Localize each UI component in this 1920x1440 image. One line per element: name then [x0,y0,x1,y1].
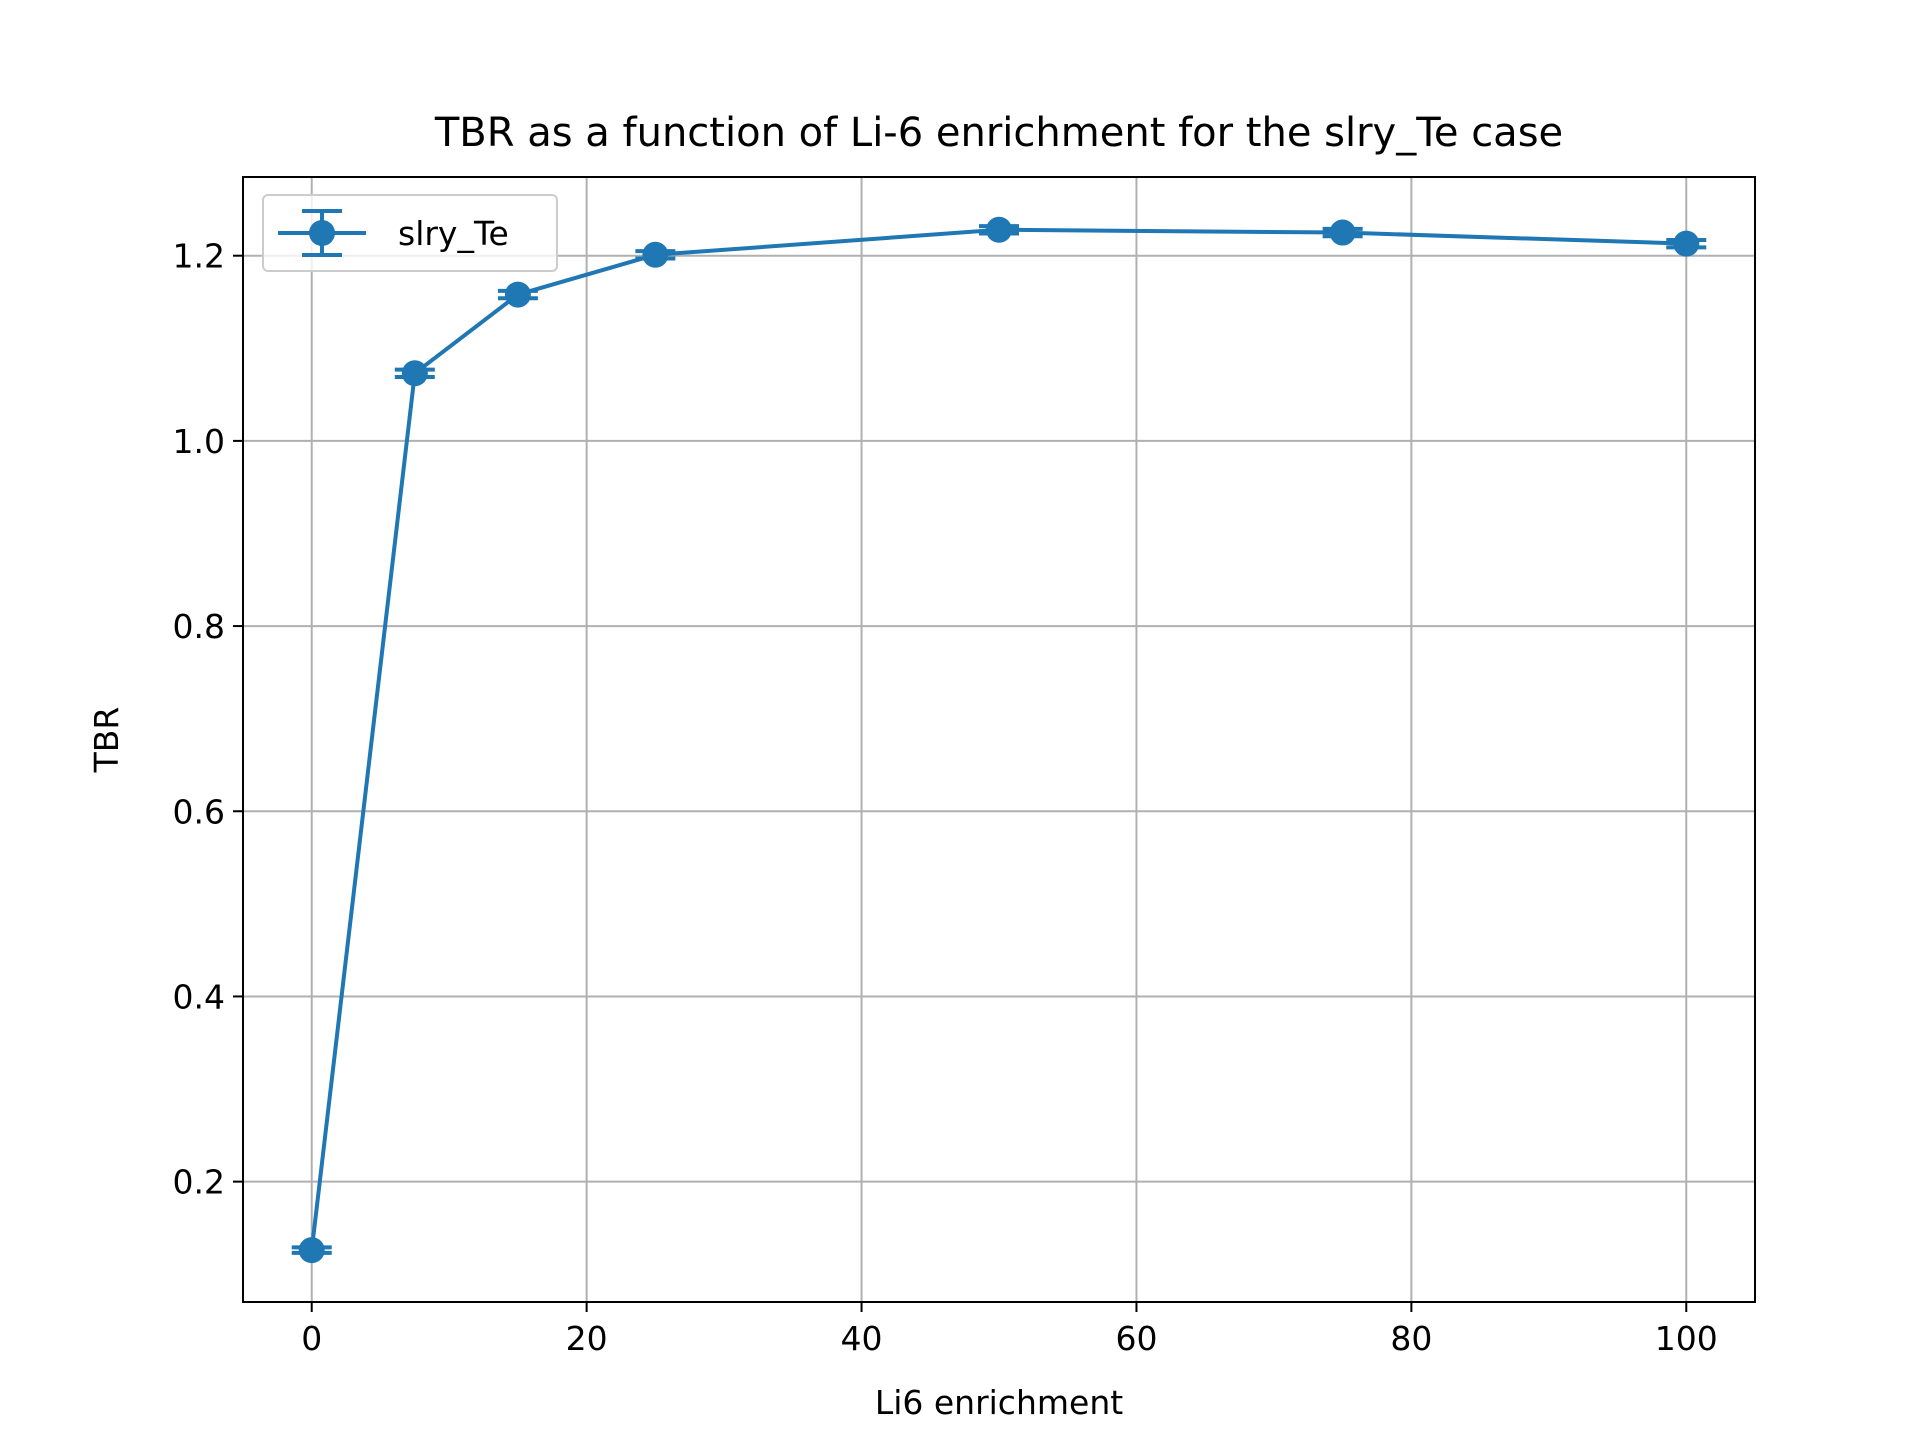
x-tick-label: 80 [1390,1319,1432,1358]
data-point [401,360,428,387]
x-tick-label: 60 [1115,1319,1157,1358]
plot-frame [242,176,1756,1303]
y-tick-label: 1.2 [173,237,225,276]
x-axis-label: Li6 enrichment [875,1383,1123,1422]
legend: slry_Te [262,194,558,272]
legend-marker [309,220,335,246]
y-tick-label: 0.4 [173,977,225,1016]
x-tick-label: 100 [1655,1319,1718,1358]
legend-box [262,194,558,272]
data-point [1673,230,1700,257]
series-layer [291,216,1707,1264]
y-tick-label: 0.6 [173,792,225,831]
grid [243,177,1755,1302]
y-tick-label: 0.2 [173,1163,225,1202]
data-point [298,1237,325,1264]
x-tick-label: 0 [301,1319,322,1358]
chart-title: TBR as a function of Li-6 enrichment for… [434,110,1563,156]
ticks: 0 20 40 60 80 100 0.2 0.4 0.6 0.8 1.0 1.2 [173,237,1718,1358]
x-tick-label: 20 [566,1319,608,1358]
y-tick-label: 1.0 [173,422,225,461]
legend-handle [278,209,366,257]
y-tick-label: 0.8 [173,607,225,646]
data-point [504,281,531,308]
y-axis-label: TBR [87,707,126,774]
legend-label: slry_Te [398,214,509,253]
data-point [1329,219,1356,246]
x-tick-label: 40 [841,1319,883,1358]
data-point [986,216,1012,243]
data-point [642,241,669,268]
